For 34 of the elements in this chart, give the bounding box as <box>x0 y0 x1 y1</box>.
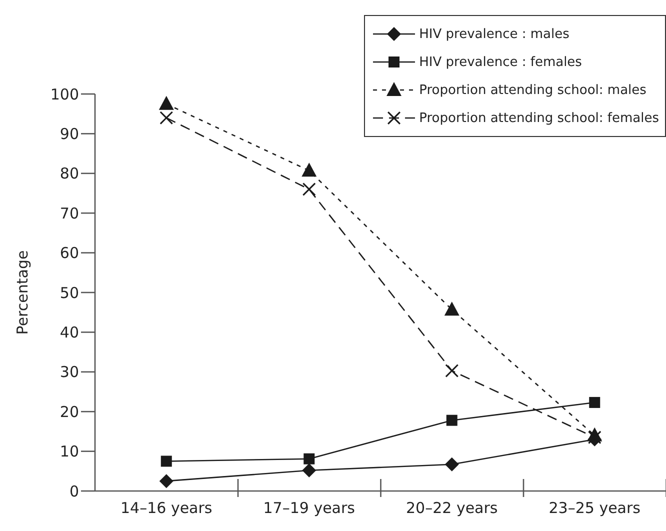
x-tick-label: 14–16 years <box>120 499 212 517</box>
y-tick-label: 40 <box>60 324 79 342</box>
y-tick-label: 70 <box>60 204 79 222</box>
point <box>304 453 315 464</box>
x-tick-label: 20–22 years <box>406 499 498 517</box>
point <box>589 396 600 408</box>
y-tick-label: 10 <box>60 442 79 461</box>
y-tick-label: 30 <box>60 363 79 382</box>
point <box>588 430 602 444</box>
y-tick-label: 60 <box>60 244 79 262</box>
point <box>444 457 459 472</box>
y-tick-label: 0 <box>69 482 79 500</box>
point <box>446 414 458 426</box>
legend-label: Proportion attending school: males <box>419 82 646 98</box>
legend-label: HIV prevalence : males <box>419 26 570 42</box>
y-tick-label: 90 <box>60 125 79 144</box>
y-tick-label: 80 <box>60 164 79 183</box>
legend-label: HIV prevalence : females <box>419 54 582 70</box>
point <box>302 162 317 177</box>
point <box>158 96 174 110</box>
y-tick-label: 100 <box>50 85 79 104</box>
x-tick-label: 23–25 years <box>548 499 641 517</box>
y-axis-title: Percentage <box>13 250 32 335</box>
y-tick-label: 50 <box>60 284 79 302</box>
x-tick-label: 17–19 years <box>263 499 356 517</box>
point <box>445 364 458 378</box>
point <box>159 474 174 488</box>
point <box>160 111 173 124</box>
point <box>160 456 172 467</box>
legend-label: Proportion attending school: females <box>419 110 659 126</box>
y-tick-label: 20 <box>60 402 79 421</box>
point <box>302 182 316 196</box>
point <box>302 463 316 478</box>
point <box>444 302 460 316</box>
